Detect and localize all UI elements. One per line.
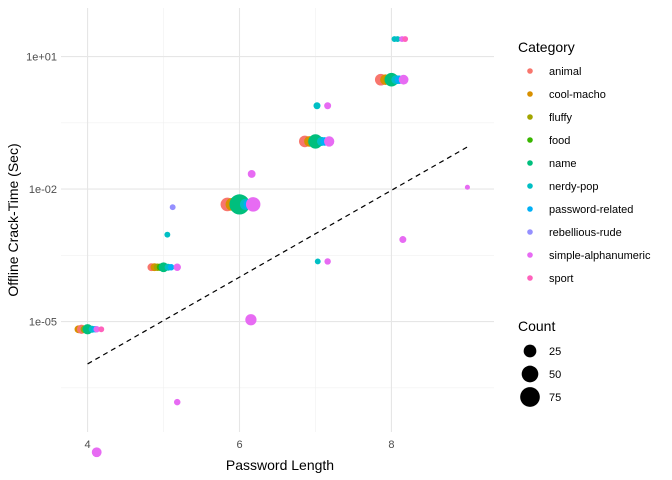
x-axis-title: Password Length xyxy=(226,457,334,473)
data-point xyxy=(173,263,181,271)
data-point xyxy=(464,184,470,190)
data-point xyxy=(324,136,335,147)
data-point xyxy=(399,236,407,244)
data-point xyxy=(402,36,409,42)
legend-label-cool-macho: cool-macho xyxy=(549,89,606,101)
size-key-25 xyxy=(523,344,537,358)
data-point xyxy=(164,231,171,238)
x-tick-label: 4 xyxy=(85,439,91,451)
color-legend-title: Category xyxy=(518,39,575,55)
data-point xyxy=(324,258,331,265)
data-point xyxy=(91,447,102,458)
data-point xyxy=(93,326,100,333)
legend-key-animal xyxy=(527,68,533,74)
y-tick-label: 1e+01 xyxy=(26,52,57,64)
legend-label-name: name xyxy=(549,158,577,170)
legend-label-password-related: password-related xyxy=(549,204,633,216)
data-point xyxy=(394,36,401,42)
legend-key-nerdy-pop xyxy=(527,183,533,189)
legend-key-food xyxy=(527,137,533,143)
x-tick-label: 6 xyxy=(236,439,242,451)
data-point xyxy=(398,74,409,85)
data-point xyxy=(169,204,176,211)
legend-label-fluffy: fluffy xyxy=(549,112,573,124)
y-axis-title: Offline Crack-Time (Sec) xyxy=(5,143,21,296)
legend-label-simple-alphanumeric: simple-alphanumeric xyxy=(549,250,651,262)
size-label-50: 50 xyxy=(549,369,561,381)
legend-label-sport: sport xyxy=(549,273,573,285)
size-key-50 xyxy=(521,365,539,383)
x-tick-label: 8 xyxy=(388,439,394,451)
legend: Category animal cool-macho fluffy food name n… xyxy=(518,39,651,407)
y-tick-label: 1e-05 xyxy=(29,317,57,329)
data-points xyxy=(74,36,470,458)
data-point xyxy=(167,263,175,271)
legend-key-rebellious-rude xyxy=(527,229,533,235)
x-tick-labels: 4 6 8 xyxy=(85,439,395,451)
data-point xyxy=(173,398,181,406)
trend-line xyxy=(87,146,468,365)
data-point xyxy=(314,258,321,265)
major-gridlines xyxy=(61,8,494,432)
legend-key-cool-macho xyxy=(527,91,533,97)
legend-label-food: food xyxy=(549,135,570,147)
size-legend-items: 25 50 75 xyxy=(520,344,561,407)
legend-key-sport xyxy=(527,275,533,281)
trend-line-group xyxy=(87,146,468,365)
data-point xyxy=(98,326,105,333)
legend-label-nerdy-pop: nerdy-pop xyxy=(549,181,599,193)
size-label-75: 75 xyxy=(549,392,561,404)
legend-key-password-related xyxy=(527,206,533,212)
data-point xyxy=(245,314,257,326)
size-key-75 xyxy=(520,387,540,407)
y-tick-label: 1e-02 xyxy=(29,184,57,196)
data-point xyxy=(313,102,321,110)
minor-gridlines xyxy=(61,8,494,432)
size-label-25: 25 xyxy=(549,346,561,358)
legend-label-rebellious-rude: rebellious-rude xyxy=(549,227,622,239)
y-tick-labels: 1e-05 1e-02 1e+01 xyxy=(26,52,57,329)
data-point xyxy=(247,170,256,178)
size-legend-title: Count xyxy=(518,318,555,334)
legend-key-name xyxy=(527,160,533,166)
color-legend-items: animal cool-macho fluffy food name nerdy-pop p… xyxy=(527,66,651,285)
legend-label-animal: animal xyxy=(549,66,581,78)
data-point xyxy=(245,197,261,212)
legend-key-simple-alphanumeric xyxy=(527,252,533,258)
legend-key-fluffy xyxy=(527,114,533,120)
data-point xyxy=(324,102,332,110)
